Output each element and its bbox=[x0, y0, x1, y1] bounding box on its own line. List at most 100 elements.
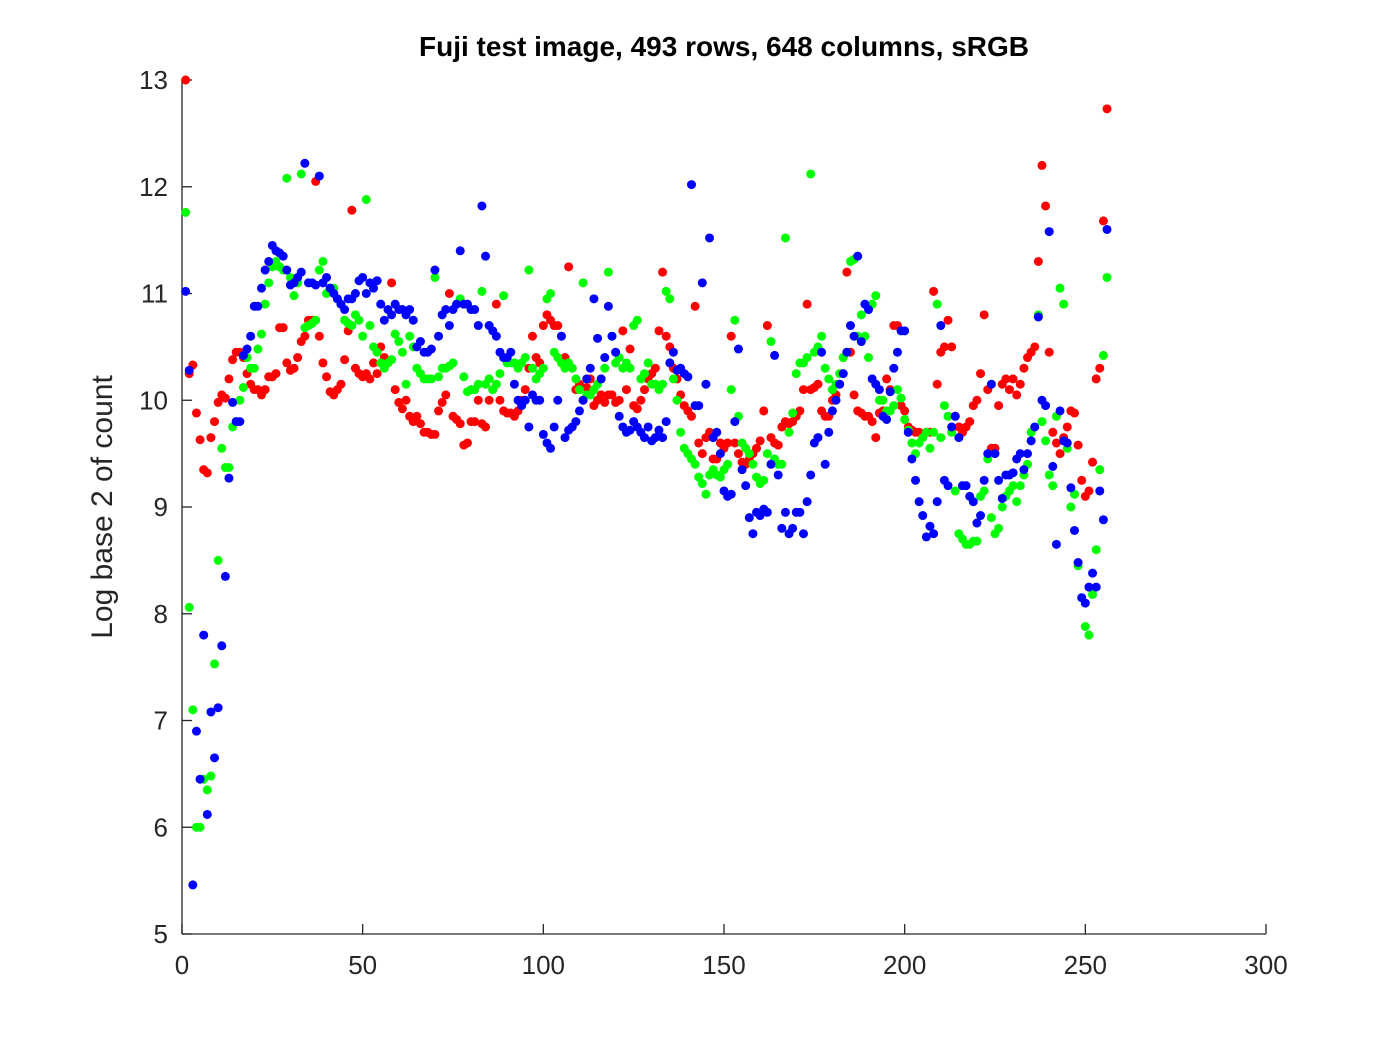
data-point bbox=[697, 449, 707, 459]
data-point bbox=[1037, 160, 1047, 170]
data-point bbox=[831, 395, 841, 405]
data-point bbox=[961, 481, 971, 491]
data-point bbox=[264, 278, 274, 288]
data-point bbox=[520, 395, 530, 405]
data-point bbox=[260, 385, 270, 395]
data-point bbox=[582, 382, 592, 392]
data-point bbox=[452, 299, 462, 309]
data-point bbox=[224, 473, 234, 483]
data-point bbox=[603, 267, 613, 277]
data-point bbox=[889, 363, 899, 373]
data-point bbox=[715, 449, 725, 459]
data-point bbox=[430, 265, 440, 275]
data-point bbox=[668, 347, 678, 357]
data-point bbox=[372, 347, 382, 357]
data-point bbox=[983, 449, 993, 459]
x-tick-label: 50 bbox=[348, 950, 377, 980]
data-point bbox=[1059, 299, 1069, 309]
data-point bbox=[600, 397, 610, 407]
data-point bbox=[827, 406, 837, 416]
chart-title: Fuji test image, 493 rows, 648 columns, … bbox=[419, 31, 1029, 62]
data-point bbox=[1055, 283, 1065, 293]
data-point bbox=[752, 443, 762, 453]
data-point bbox=[1044, 470, 1054, 480]
data-point bbox=[849, 390, 859, 400]
data-point bbox=[871, 433, 881, 443]
data-point bbox=[911, 475, 921, 485]
data-point bbox=[365, 321, 375, 331]
data-point bbox=[361, 195, 371, 205]
data-point bbox=[697, 278, 707, 288]
data-point bbox=[495, 369, 505, 379]
data-point bbox=[390, 329, 400, 339]
data-point bbox=[473, 395, 483, 405]
data-point bbox=[856, 337, 866, 347]
data-point bbox=[780, 233, 790, 243]
data-point bbox=[795, 507, 805, 517]
data-point bbox=[820, 363, 830, 373]
data-point bbox=[426, 344, 436, 354]
data-point bbox=[535, 395, 545, 405]
data-point bbox=[954, 433, 964, 443]
data-point bbox=[369, 283, 379, 293]
data-point bbox=[253, 344, 263, 354]
data-point bbox=[748, 459, 758, 469]
data-point bbox=[206, 771, 216, 781]
data-point bbox=[614, 395, 624, 405]
data-point bbox=[947, 342, 957, 352]
data-point bbox=[289, 291, 299, 301]
data-point bbox=[1015, 379, 1025, 389]
data-point bbox=[932, 497, 942, 507]
data-point bbox=[1095, 465, 1105, 475]
data-point bbox=[1048, 461, 1058, 471]
data-point bbox=[939, 342, 949, 352]
x-tick-label: 200 bbox=[883, 950, 926, 980]
data-point bbox=[1023, 449, 1033, 459]
data-point bbox=[1004, 385, 1014, 395]
data-point bbox=[943, 315, 953, 325]
data-point bbox=[979, 475, 989, 485]
data-point bbox=[994, 401, 1004, 411]
data-point bbox=[853, 251, 863, 261]
data-point bbox=[950, 486, 960, 496]
data-point bbox=[972, 536, 982, 546]
data-point bbox=[206, 707, 216, 717]
data-point bbox=[864, 353, 874, 363]
y-tick-label: 5 bbox=[154, 919, 168, 949]
data-point bbox=[889, 401, 899, 411]
data-point bbox=[571, 417, 581, 427]
data-point bbox=[376, 299, 386, 309]
data-point bbox=[733, 344, 743, 354]
data-point bbox=[936, 433, 946, 443]
data-point bbox=[900, 406, 910, 416]
data-point bbox=[1015, 481, 1025, 491]
data-point bbox=[726, 385, 736, 395]
data-point bbox=[661, 331, 671, 341]
data-point bbox=[972, 395, 982, 405]
data-point bbox=[824, 374, 834, 384]
data-point bbox=[1091, 374, 1101, 384]
data-point bbox=[690, 459, 700, 469]
data-point bbox=[603, 301, 613, 311]
data-point bbox=[1015, 449, 1025, 459]
data-point bbox=[1091, 545, 1101, 555]
data-point bbox=[997, 493, 1007, 503]
data-point bbox=[1062, 422, 1072, 432]
data-point bbox=[195, 822, 205, 832]
data-point bbox=[1044, 227, 1054, 237]
data-point bbox=[1091, 582, 1101, 592]
y-tick-label: 12 bbox=[139, 172, 168, 202]
data-point bbox=[1062, 438, 1072, 448]
data-point bbox=[434, 331, 444, 341]
data-point bbox=[932, 379, 942, 389]
data-point bbox=[947, 422, 957, 432]
data-point bbox=[394, 337, 404, 347]
data-point bbox=[878, 395, 888, 405]
data-point bbox=[491, 379, 501, 389]
data-point bbox=[1095, 363, 1105, 373]
data-point bbox=[997, 502, 1007, 512]
data-point bbox=[929, 286, 939, 296]
data-point bbox=[358, 331, 368, 341]
data-point bbox=[1037, 417, 1047, 427]
